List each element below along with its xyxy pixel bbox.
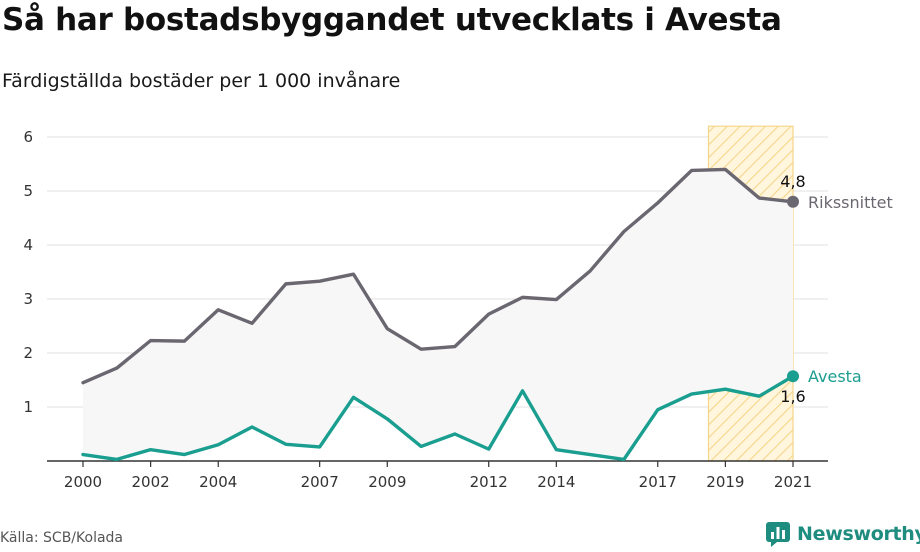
x-tick-label: 2009 <box>368 473 406 491</box>
end-value-label: 1,6 <box>780 387 805 406</box>
x-tick-label: 2017 <box>639 473 677 491</box>
series-line-rikssnittet <box>81 167 795 385</box>
brand-logo: Newsworthy <box>765 521 920 547</box>
x-tick-label: 2004 <box>199 473 237 491</box>
end-value-label: 4,8 <box>780 172 805 191</box>
x-tick-label: 2014 <box>537 473 575 491</box>
x-tick-label: 2002 <box>132 473 170 491</box>
range-area <box>83 169 793 460</box>
x-tick-label: 2021 <box>774 473 812 491</box>
y-tick-label: 1 <box>23 398 33 416</box>
chart-subtitle: Färdigställda bostäder per 1 000 invånar… <box>2 70 401 92</box>
end-point-rikssnittet <box>787 195 799 208</box>
source-note: Källa: SCB/Kolada <box>0 530 124 546</box>
x-tick-label: 2019 <box>706 473 744 491</box>
series-label: Rikssnittet <box>808 193 893 212</box>
chart-title: Så har bostadsbyggandet utvecklats i Ave… <box>2 2 782 38</box>
area-fill <box>83 169 793 460</box>
x-tick-label: 2000 <box>64 473 102 491</box>
y-tick-label: 4 <box>23 236 33 254</box>
axes: 1 2 3 4 5 6 2000 2002 2004 2007 2009 2012 2014 2017 20… <box>23 128 828 491</box>
y-tick-label: 2 <box>23 344 33 362</box>
x-tick-label: 2007 <box>301 473 339 491</box>
y-tick-label: 3 <box>23 290 33 308</box>
series-label: Avesta <box>808 367 862 386</box>
brand-name: Newsworthy <box>797 523 920 545</box>
newsworthy-logo-icon <box>766 522 790 547</box>
series-line-avesta <box>81 374 795 462</box>
end-point-avesta <box>787 370 799 383</box>
y-tick-label: 5 <box>23 182 33 200</box>
series-lines <box>81 167 799 462</box>
y-tick-label: 6 <box>23 128 33 146</box>
x-tick-label: 2012 <box>470 473 508 491</box>
